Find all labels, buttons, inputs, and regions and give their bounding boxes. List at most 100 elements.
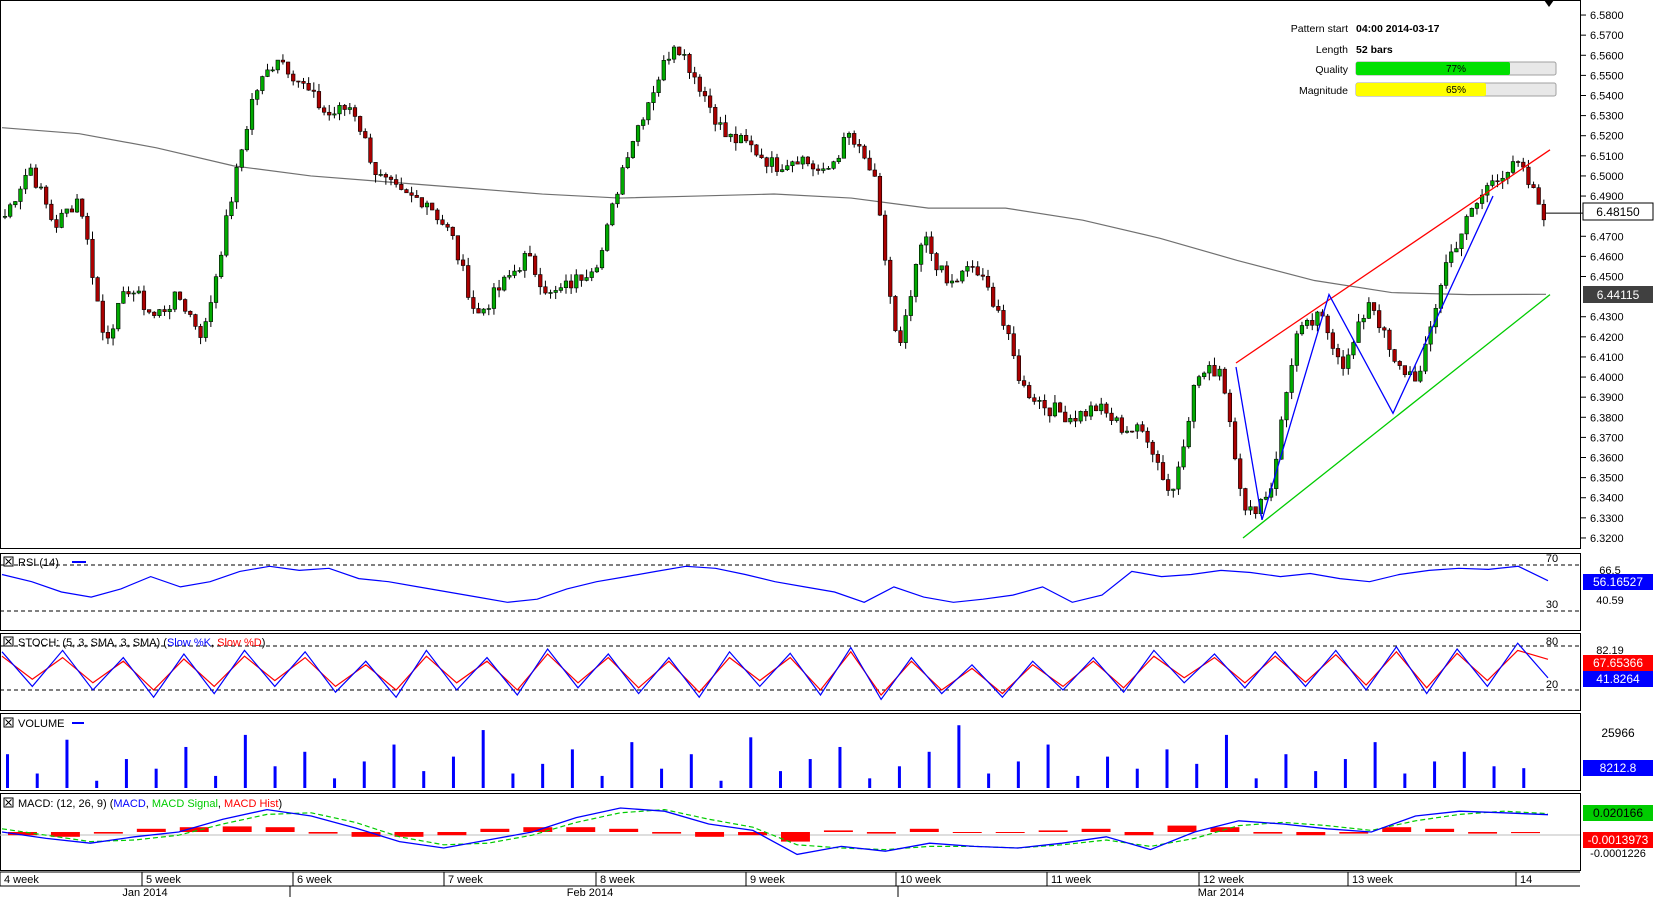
candle-body bbox=[1341, 356, 1346, 369]
candle-body bbox=[419, 197, 424, 208]
week-label: 6 week bbox=[297, 874, 332, 886]
volume-bar bbox=[1046, 744, 1050, 788]
macd-hist-bar bbox=[995, 832, 1025, 833]
quality-label: Quality bbox=[1315, 64, 1348, 76]
price-tick-label: 6.5000 bbox=[1590, 171, 1624, 183]
candle-body bbox=[1516, 161, 1521, 163]
candle-body bbox=[1140, 424, 1145, 432]
candle-body bbox=[985, 275, 991, 288]
macd-hist-bar bbox=[781, 832, 810, 842]
candle-body bbox=[157, 309, 162, 316]
candle-body bbox=[430, 202, 435, 211]
candle-body bbox=[1413, 371, 1418, 382]
candle-body bbox=[1490, 180, 1495, 186]
candle-body bbox=[1037, 400, 1042, 402]
candle-body bbox=[1212, 365, 1217, 377]
candle-body bbox=[1083, 411, 1088, 417]
candle-body bbox=[1078, 411, 1083, 422]
candle-body bbox=[1052, 402, 1058, 417]
candle-body bbox=[1011, 333, 1016, 357]
candle-body bbox=[337, 105, 342, 115]
candle-body bbox=[671, 46, 677, 60]
week-label: 4 week bbox=[4, 874, 39, 886]
stoch-level-20: 20 bbox=[1546, 679, 1558, 691]
price-tick-label: 6.5400 bbox=[1590, 90, 1624, 102]
macd-hist-bar bbox=[351, 832, 381, 837]
candle-body bbox=[1382, 327, 1387, 331]
candle-body bbox=[728, 133, 733, 138]
volume-bar bbox=[184, 746, 188, 788]
candle-body bbox=[481, 308, 486, 314]
candle-body bbox=[1047, 407, 1052, 417]
price-panel-frame bbox=[0, 0, 1581, 549]
candle-body bbox=[744, 135, 749, 142]
candle-body bbox=[522, 253, 527, 271]
macd-hist-bar bbox=[823, 830, 853, 832]
rsi-current-value: 56.16527 bbox=[1593, 575, 1643, 589]
candle-body bbox=[620, 167, 625, 195]
stoch-d-current: 67.65366 bbox=[1593, 656, 1643, 670]
candle-body bbox=[476, 308, 481, 314]
candle-body bbox=[1464, 216, 1469, 235]
stoch-level-80: 80 bbox=[1546, 636, 1558, 648]
candle-body bbox=[723, 122, 728, 138]
candle-body bbox=[1202, 372, 1207, 377]
candle-body bbox=[311, 89, 316, 92]
candle-body bbox=[394, 179, 399, 185]
volume-bar bbox=[362, 761, 366, 788]
stoch-title: STOCH: (5, 3, SMA, 3, SMA) bbox=[18, 637, 160, 649]
candlestick-series bbox=[2, 45, 1583, 519]
week-label: 10 week bbox=[900, 874, 941, 886]
price-tick-label: 6.3500 bbox=[1590, 473, 1624, 485]
candle-body bbox=[1356, 321, 1361, 343]
candle-body bbox=[882, 214, 888, 261]
macd-hist-bar bbox=[136, 828, 166, 832]
candle-body bbox=[1541, 203, 1546, 221]
candle-body bbox=[1346, 354, 1351, 369]
candle-body bbox=[229, 201, 234, 217]
candle-body bbox=[924, 236, 929, 246]
volume-bar bbox=[481, 730, 485, 788]
candle-body bbox=[610, 203, 615, 226]
candle-body bbox=[1032, 397, 1037, 402]
volume-bar bbox=[1433, 761, 1437, 788]
week-label: 9 week bbox=[750, 874, 785, 886]
candle-body bbox=[131, 292, 136, 295]
candle-body bbox=[13, 201, 18, 206]
candle-body bbox=[919, 244, 924, 265]
candle-body bbox=[409, 192, 414, 196]
stoch-side-label: 82.19 bbox=[1596, 645, 1624, 657]
month-labels: Jan 2014 Feb 2014 Mar 2014 bbox=[122, 886, 1244, 897]
candle-body bbox=[810, 163, 816, 170]
macd-hist-bar bbox=[265, 827, 295, 832]
moving-average-line bbox=[1, 127, 1547, 296]
candle-body bbox=[836, 157, 841, 163]
candle-body bbox=[512, 270, 517, 276]
stoch-panel: STOCH: (5, 3, SMA, 3, SMA) (Slow %K, Slo… bbox=[0, 633, 1653, 711]
candle-body bbox=[903, 315, 908, 343]
candle-body bbox=[306, 83, 311, 91]
candle-body bbox=[656, 79, 661, 93]
candle-body bbox=[460, 259, 466, 266]
candle-body bbox=[774, 157, 780, 172]
candle-body bbox=[1104, 403, 1109, 414]
candle-body bbox=[486, 308, 491, 310]
macd-hist-bar bbox=[179, 827, 209, 832]
candle-body bbox=[193, 314, 198, 327]
candle-body bbox=[1006, 325, 1011, 335]
candle-body bbox=[1001, 310, 1006, 326]
candle-body bbox=[69, 208, 75, 213]
macd-hist-bar bbox=[480, 828, 510, 832]
candle-body bbox=[136, 290, 141, 294]
candle-body bbox=[1299, 325, 1305, 335]
volume-bar bbox=[154, 768, 158, 788]
macd-hist-bar bbox=[866, 832, 896, 834]
candle-body bbox=[85, 215, 90, 240]
candle-body bbox=[944, 265, 949, 284]
candle-body bbox=[435, 209, 440, 221]
candle-body bbox=[769, 157, 774, 167]
candle-body bbox=[100, 300, 105, 333]
candle-body bbox=[1325, 315, 1330, 334]
candle-body bbox=[1531, 184, 1536, 188]
candle-body bbox=[826, 168, 831, 170]
